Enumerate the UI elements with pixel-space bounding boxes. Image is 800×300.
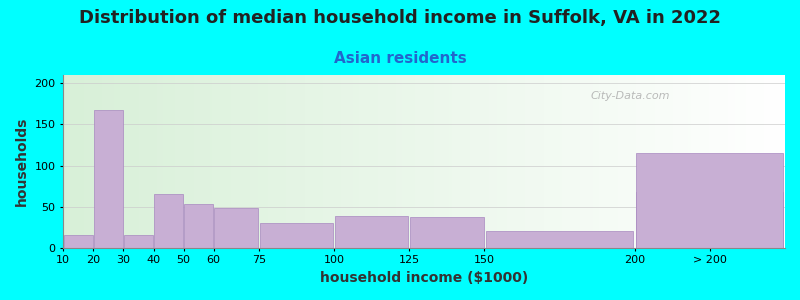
Text: Asian residents: Asian residents [334, 51, 466, 66]
Bar [636, 192, 783, 248]
Bar [94, 110, 123, 248]
Bar [124, 236, 154, 248]
Bar [636, 153, 783, 248]
Text: Distribution of median household income in Suffolk, VA in 2022: Distribution of median household income … [79, 9, 721, 27]
Text: City-Data.com: City-Data.com [590, 91, 670, 101]
Bar [214, 208, 258, 248]
Bar [259, 223, 333, 248]
Bar [486, 231, 633, 248]
Bar [64, 236, 93, 248]
Bar [334, 216, 408, 248]
Bar [184, 204, 214, 248]
X-axis label: household income ($1000): household income ($1000) [320, 271, 528, 285]
Bar [410, 218, 483, 248]
Bar [154, 194, 183, 248]
Y-axis label: households: households [15, 117, 29, 206]
